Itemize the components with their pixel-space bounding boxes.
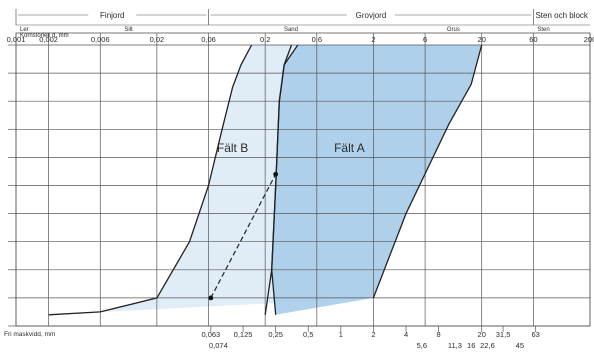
bottom-axis-label: Fri maskvidd, mm (4, 331, 55, 338)
grid-group (8, 9, 591, 332)
category-main-label: Grovjord (356, 11, 387, 20)
falt-b-left-curve (48, 44, 253, 316)
bottom-tick-label: 8 (437, 330, 441, 339)
bottom-tick-label-lower: 45 (516, 341, 524, 350)
category-sub-label: Grus (447, 27, 460, 33)
plot-frame (15, 32, 591, 327)
category-sub-label: Sten (537, 27, 549, 33)
top-tick-label: 0,2 (260, 35, 270, 44)
top-tick-label: 0,002 (39, 35, 58, 44)
bottom-tick-label: 0,25 (268, 330, 283, 339)
category-sub-label: Ler (20, 27, 29, 33)
falt-a-left-curve (271, 44, 299, 315)
top-tick-label: 2 (371, 35, 375, 44)
top-tick-label: 0,06 (201, 35, 216, 44)
bottom-tick-label-lower: 5,6 (417, 341, 427, 350)
bottom-tick-label: 20 (478, 330, 486, 339)
category-main-label: Sten och block (535, 11, 588, 20)
falt-b-label: Fält B (217, 141, 248, 155)
falt-a-area (271, 45, 482, 315)
top-tick-label: 6 (423, 35, 427, 44)
top-tick-label: 60 (529, 35, 537, 44)
falt-a-right-curve (372, 44, 483, 299)
bottom-tick-label-lower: 0,074 (209, 341, 228, 350)
curves-group (48, 44, 483, 316)
top-axis-label: Kornstorlek d, mm (20, 33, 69, 39)
labels-group: Finjord Grovjord Sten och block Ler Silt Sand… (4, 11, 594, 350)
bottom-tick-label-lower: 11,3 (448, 341, 462, 350)
falt-a-label: Fält A (334, 141, 365, 155)
top-tick-label: 0,001 (7, 35, 26, 44)
top-tick-label: 0,006 (91, 35, 110, 44)
bottom-tick-label: 63 (532, 330, 540, 339)
bottom-tick-label: 4 (404, 330, 408, 339)
bottom-tick-label: 0,5 (303, 330, 313, 339)
top-tick-label: 0,02 (150, 35, 165, 44)
bottom-tick-label: 2 (371, 330, 375, 339)
category-sub-label: Sand (284, 27, 298, 33)
connector-point-end (273, 171, 279, 177)
bottom-tick-label: 1 (339, 330, 343, 339)
category-sub-label: Silt (124, 27, 133, 33)
connector-line (210, 173, 277, 299)
bottom-tick-label: 0,125 (234, 330, 253, 339)
connector-point-start (208, 295, 214, 301)
bottom-tick-label-lower: 22,6 (480, 341, 495, 350)
bottom-tick-label-lower: 16 (467, 341, 475, 350)
bottom-tick-label: 0,063 (201, 330, 220, 339)
category-main-label: Finjord (100, 11, 124, 20)
top-tick-label: 200 (584, 35, 594, 44)
top-tick-label: 20 (478, 35, 486, 44)
top-tick-label: 0,6 (312, 35, 322, 44)
bottom-tick-label: 31,5 (496, 330, 511, 339)
